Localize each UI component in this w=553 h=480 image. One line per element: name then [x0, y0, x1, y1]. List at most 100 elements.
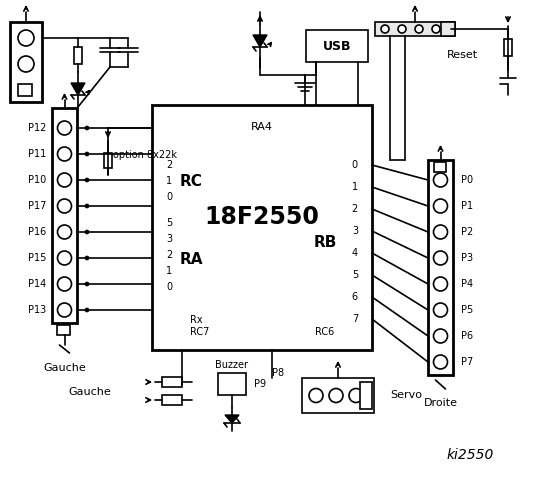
Bar [57, 325, 70, 335]
Text: 1: 1 [166, 266, 172, 276]
Text: P16: P16 [28, 227, 46, 237]
Text: 0: 0 [352, 160, 358, 170]
Bar [434, 162, 446, 172]
Circle shape [415, 25, 423, 33]
Circle shape [58, 121, 71, 135]
Text: ki2550: ki2550 [446, 448, 494, 462]
Text: 1: 1 [352, 182, 358, 192]
Bar [10, 22, 42, 102]
Bar [162, 377, 182, 387]
Circle shape [434, 173, 447, 187]
Circle shape [85, 204, 89, 208]
Text: P1: P1 [461, 201, 473, 211]
Text: 4: 4 [352, 248, 358, 258]
Polygon shape [71, 83, 85, 95]
Bar [441, 22, 455, 36]
Circle shape [58, 277, 71, 291]
Text: 6: 6 [352, 292, 358, 302]
Bar [74, 47, 82, 63]
Text: P7: P7 [461, 357, 473, 367]
Text: RC6: RC6 [315, 327, 334, 337]
Circle shape [85, 152, 89, 156]
Circle shape [349, 388, 363, 403]
Text: 1: 1 [166, 176, 172, 186]
Text: 3: 3 [352, 226, 358, 236]
Text: P6: P6 [461, 331, 473, 341]
Text: P5: P5 [461, 305, 473, 315]
Bar [162, 395, 182, 405]
Text: P17: P17 [28, 201, 46, 211]
Text: P11: P11 [28, 149, 46, 159]
Circle shape [18, 56, 34, 72]
Text: Rx: Rx [190, 315, 202, 325]
Text: Buzzer: Buzzer [216, 360, 248, 370]
Text: 0: 0 [166, 282, 172, 292]
Text: 5: 5 [166, 218, 172, 228]
Bar [18, 84, 32, 96]
Circle shape [85, 178, 89, 182]
Text: 2: 2 [166, 250, 172, 260]
Bar [375, 22, 455, 36]
Circle shape [85, 230, 89, 234]
Text: 7: 7 [352, 314, 358, 324]
Circle shape [434, 355, 447, 369]
Bar [218, 373, 246, 395]
Text: RB: RB [314, 235, 337, 250]
Text: RA4: RA4 [251, 122, 273, 132]
Circle shape [381, 25, 389, 33]
Bar [152, 105, 372, 350]
Text: P3: P3 [461, 253, 473, 263]
Text: RC7: RC7 [190, 327, 210, 337]
Text: P2: P2 [461, 227, 473, 237]
Polygon shape [225, 415, 239, 423]
Circle shape [434, 277, 447, 291]
Text: Gauche: Gauche [69, 387, 111, 397]
Text: P8: P8 [272, 368, 284, 378]
Text: option 8x22k: option 8x22k [113, 150, 177, 160]
Text: P0: P0 [461, 175, 473, 185]
Circle shape [58, 173, 71, 187]
Text: P15: P15 [28, 253, 46, 263]
Text: P14: P14 [28, 279, 46, 289]
Text: 2: 2 [352, 204, 358, 214]
Text: Reset: Reset [447, 50, 478, 60]
Bar [104, 153, 112, 168]
Bar [306, 30, 368, 62]
Text: USB: USB [323, 39, 351, 52]
Text: Servo: Servo [390, 391, 422, 400]
Text: P4: P4 [461, 279, 473, 289]
Bar [504, 39, 512, 56]
Text: 0: 0 [166, 192, 172, 202]
Circle shape [58, 225, 71, 239]
Circle shape [309, 388, 323, 403]
Bar [302, 378, 374, 413]
Text: 2: 2 [166, 160, 172, 170]
Text: RA: RA [180, 252, 204, 267]
Circle shape [58, 147, 71, 161]
Bar [360, 382, 372, 409]
Circle shape [85, 282, 89, 286]
Text: P10: P10 [28, 175, 46, 185]
Text: 5: 5 [352, 270, 358, 280]
Circle shape [434, 303, 447, 317]
Circle shape [58, 199, 71, 213]
Circle shape [18, 30, 34, 46]
Circle shape [434, 329, 447, 343]
Circle shape [434, 199, 447, 213]
Text: P12: P12 [28, 123, 46, 133]
Text: 3: 3 [166, 234, 172, 244]
Text: RC: RC [180, 173, 203, 189]
Polygon shape [253, 35, 267, 47]
Bar [52, 108, 77, 323]
Circle shape [85, 308, 89, 312]
Circle shape [58, 251, 71, 265]
Text: P9: P9 [254, 379, 266, 389]
Text: 18F2550: 18F2550 [205, 205, 320, 229]
Text: Gauche: Gauche [43, 363, 86, 373]
Text: P13: P13 [28, 305, 46, 315]
Circle shape [329, 388, 343, 403]
Circle shape [434, 251, 447, 265]
Circle shape [432, 25, 440, 33]
Circle shape [434, 225, 447, 239]
Circle shape [58, 303, 71, 317]
